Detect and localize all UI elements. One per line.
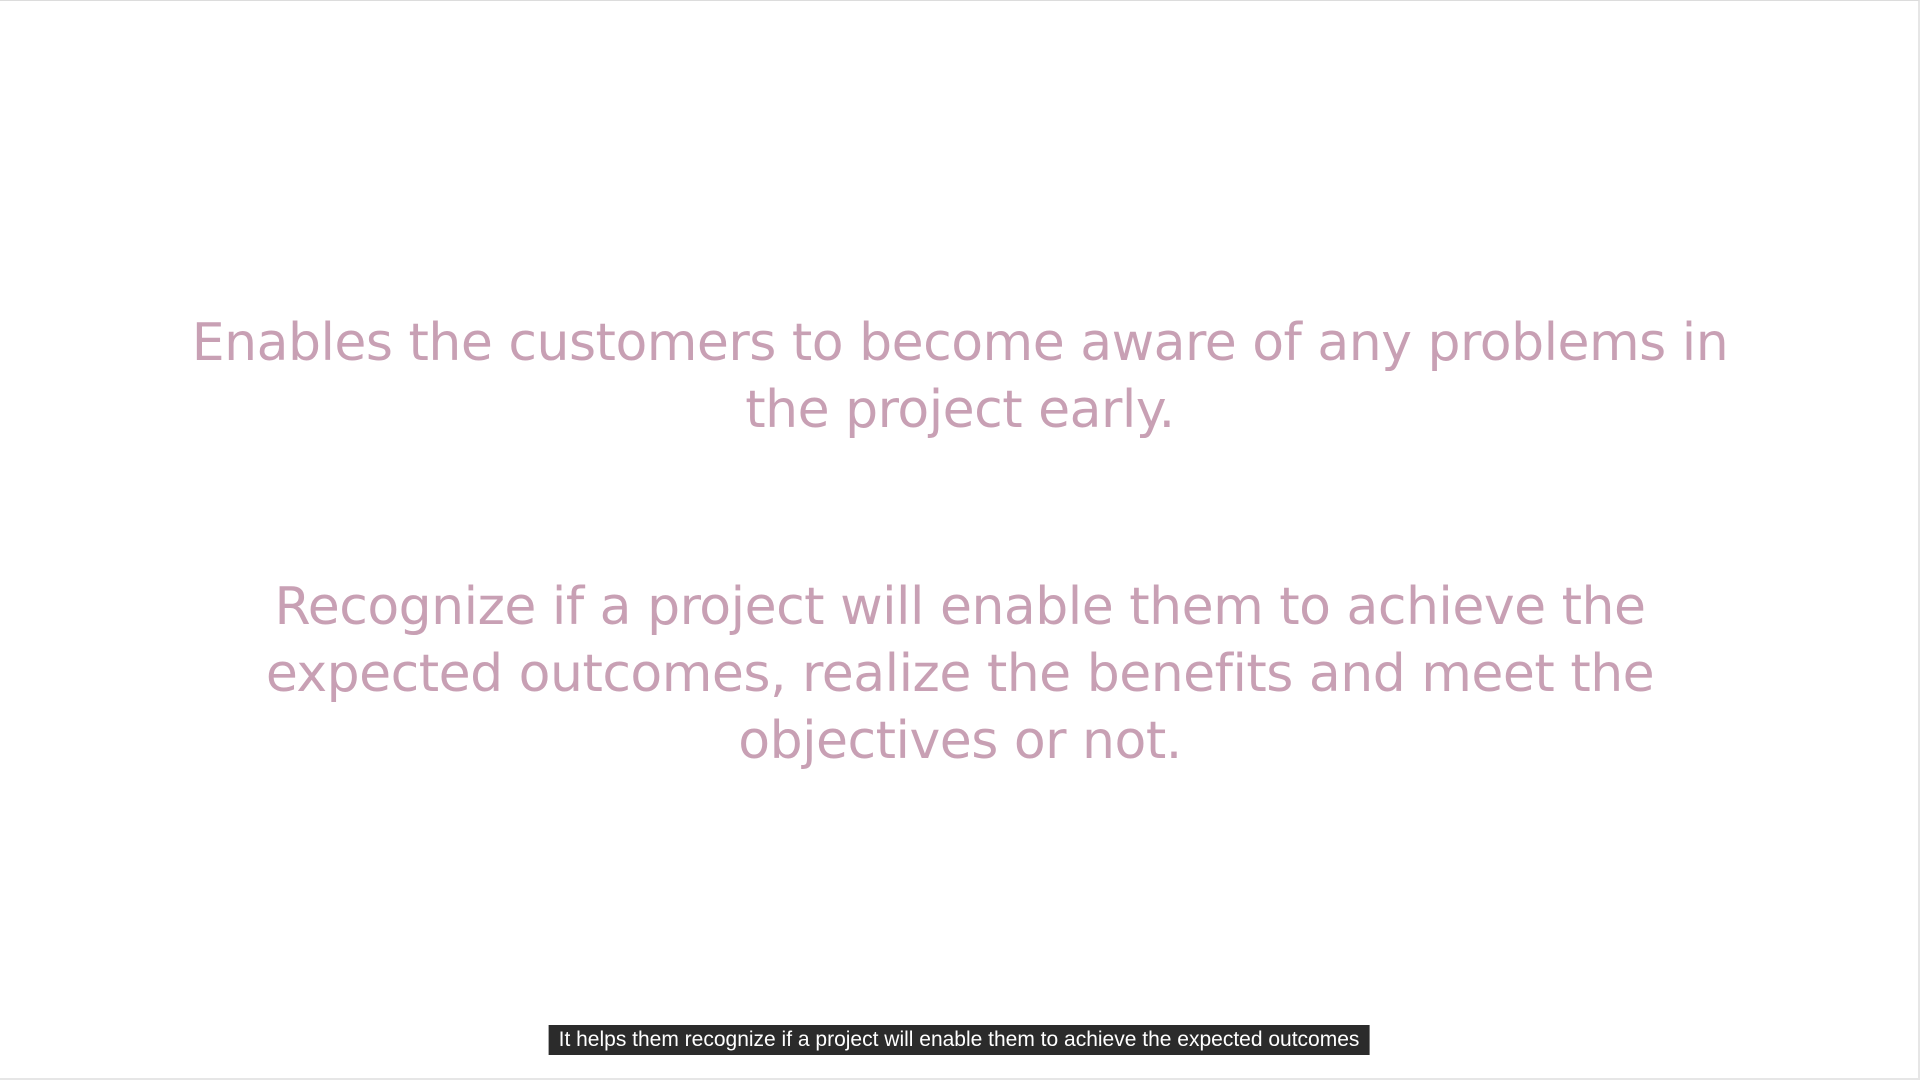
- subtitle-caption: It helps them recognize if a project wil…: [548, 1025, 1370, 1055]
- slide-point-1: Enables the customers to become aware of…: [191, 313, 1729, 440]
- slide-point-2: Recognize if a project will enable them …: [265, 577, 1655, 771]
